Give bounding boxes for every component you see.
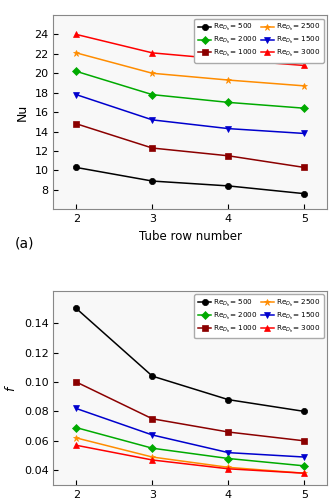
Line: Re$_{D_h}$= 2000: Re$_{D_h}$= 2000 [73, 68, 308, 112]
Line: Re$_{D_h}$= 1000: Re$_{D_h}$= 1000 [73, 379, 308, 444]
Re$_{D_h}$= 500 [150, 178, 154, 184]
Re$_{D_h}$= 500 [226, 396, 230, 402]
Re$_{D_h}$= 2500 [150, 454, 154, 460]
Line: Re$_{D_h}$= 3000: Re$_{D_h}$= 3000 [73, 32, 308, 68]
Line: Re$_{D_h}$= 500: Re$_{D_h}$= 500 [73, 164, 308, 197]
Re$_{D_h}$= 1500 [226, 126, 230, 132]
Line: Re$_{D_h}$= 3000: Re$_{D_h}$= 3000 [73, 442, 308, 476]
Re$_{D_h}$= 500 [74, 306, 78, 312]
Re$_{D_h}$= 1000 [74, 379, 78, 385]
Y-axis label: $f$: $f$ [4, 384, 18, 392]
Legend: Re$_{D_h}$= 500, Re$_{D_h}$= 2000, Re$_{D_h}$= 1000, Re$_{D_h}$= 2500, Re$_{D_h}: Re$_{D_h}$= 500, Re$_{D_h}$= 2000, Re$_{… [194, 18, 324, 62]
Re$_{D_h}$= 1500 [226, 450, 230, 456]
Re$_{D_h}$= 1500 [150, 432, 154, 438]
Re$_{D_h}$= 2500 [74, 50, 78, 56]
Re$_{D_h}$= 2000 [226, 456, 230, 462]
Re$_{D_h}$= 500 [74, 164, 78, 170]
Re$_{D_h}$= 2500 [74, 435, 78, 441]
Re$_{D_h}$= 1000 [150, 145, 154, 151]
Re$_{D_h}$= 2500 [226, 464, 230, 470]
Re$_{D_h}$= 1500 [150, 117, 154, 123]
Re$_{D_h}$= 3000 [74, 32, 78, 38]
Re$_{D_h}$= 2000 [226, 100, 230, 105]
Re$_{D_h}$= 1000 [303, 164, 307, 170]
Re$_{D_h}$= 3000 [150, 50, 154, 56]
Re$_{D_h}$= 1000 [150, 416, 154, 422]
Re$_{D_h}$= 3000 [226, 466, 230, 472]
Re$_{D_h}$= 500 [150, 373, 154, 379]
Text: (a): (a) [15, 236, 35, 250]
Legend: Re$_{D_h}$= 500, Re$_{D_h}$= 2000, Re$_{D_h}$= 1000, Re$_{D_h}$= 2500, Re$_{D_h}: Re$_{D_h}$= 500, Re$_{D_h}$= 2000, Re$_{… [194, 294, 324, 339]
Re$_{D_h}$= 1500 [303, 454, 307, 460]
Line: Re$_{D_h}$= 1000: Re$_{D_h}$= 1000 [73, 120, 308, 170]
Re$_{D_h}$= 2500 [303, 83, 307, 89]
Line: Re$_{D_h}$= 2500: Re$_{D_h}$= 2500 [73, 50, 308, 89]
X-axis label: Tube row number: Tube row number [139, 230, 242, 242]
Line: Re$_{D_h}$= 2500: Re$_{D_h}$= 2500 [73, 435, 308, 476]
Line: Re$_{D_h}$= 1500: Re$_{D_h}$= 1500 [73, 92, 308, 136]
Re$_{D_h}$= 1000 [74, 121, 78, 127]
Re$_{D_h}$= 3000 [74, 442, 78, 448]
Line: Re$_{D_h}$= 1500: Re$_{D_h}$= 1500 [73, 406, 308, 460]
Re$_{D_h}$= 3000 [303, 470, 307, 476]
Re$_{D_h}$= 500 [303, 408, 307, 414]
Re$_{D_h}$= 2000 [150, 445, 154, 451]
Re$_{D_h}$= 500 [226, 183, 230, 189]
Re$_{D_h}$= 2000 [150, 92, 154, 98]
Y-axis label: Nu: Nu [16, 104, 29, 120]
Re$_{D_h}$= 500 [303, 190, 307, 196]
Re$_{D_h}$= 2000 [74, 424, 78, 430]
Re$_{D_h}$= 1500 [74, 92, 78, 98]
Re$_{D_h}$= 1000 [226, 153, 230, 159]
Line: Re$_{D_h}$= 500: Re$_{D_h}$= 500 [73, 306, 308, 414]
Re$_{D_h}$= 3000 [303, 62, 307, 68]
Re$_{D_h}$= 2000 [303, 105, 307, 111]
Re$_{D_h}$= 2500 [150, 70, 154, 76]
Re$_{D_h}$= 1000 [303, 438, 307, 444]
Re$_{D_h}$= 2000 [74, 68, 78, 74]
Line: Re$_{D_h}$= 2000: Re$_{D_h}$= 2000 [73, 424, 308, 469]
Re$_{D_h}$= 1500 [74, 406, 78, 411]
Re$_{D_h}$= 1500 [303, 130, 307, 136]
Re$_{D_h}$= 2500 [226, 77, 230, 83]
Re$_{D_h}$= 1000 [226, 429, 230, 435]
Re$_{D_h}$= 3000 [150, 457, 154, 463]
Re$_{D_h}$= 3000 [226, 56, 230, 62]
Re$_{D_h}$= 2000 [303, 463, 307, 469]
Re$_{D_h}$= 2500 [303, 470, 307, 476]
